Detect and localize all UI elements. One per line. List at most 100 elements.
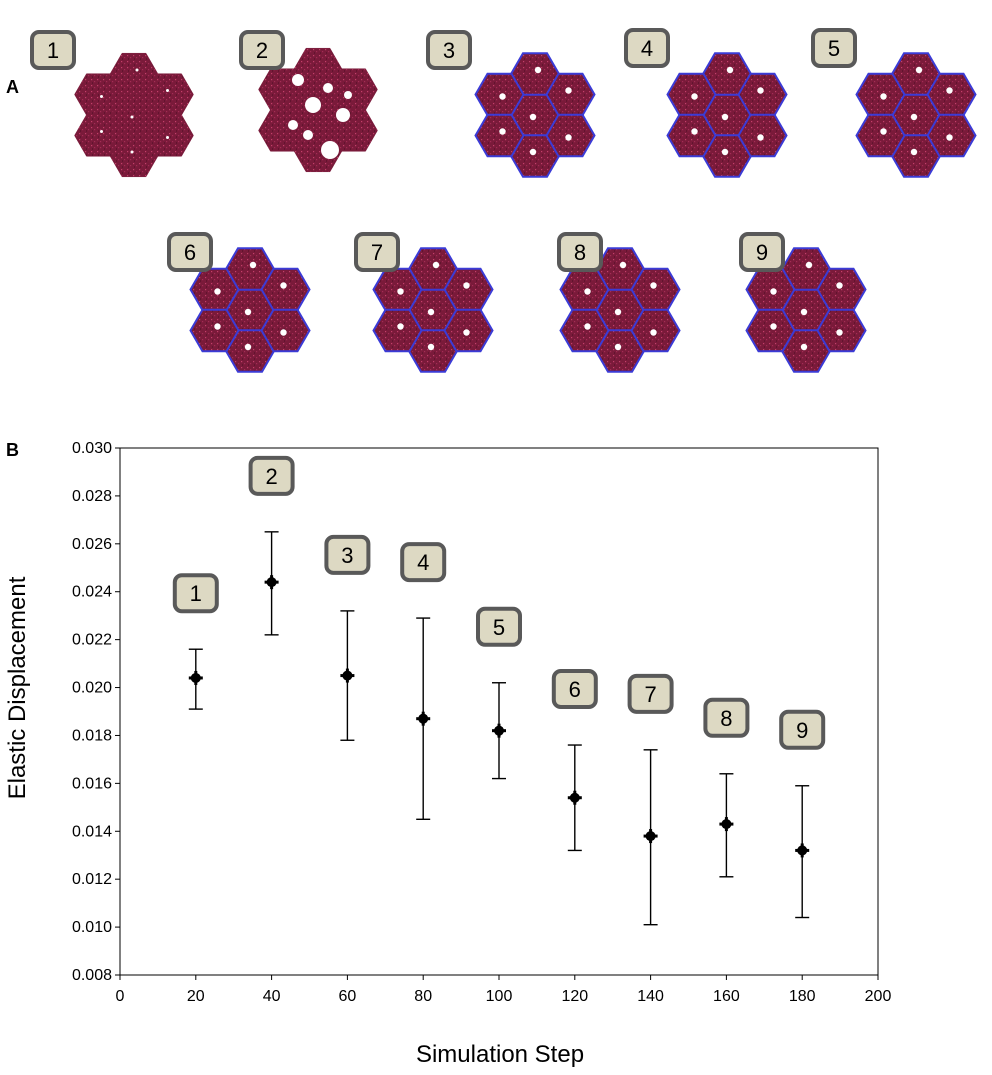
void-spot <box>584 323 591 330</box>
x-tick-label: 40 <box>263 988 281 1005</box>
badge-label: 4 <box>641 36 653 61</box>
x-tick-label: 160 <box>713 988 740 1005</box>
x-tick-label: 180 <box>789 988 816 1005</box>
badge-frame <box>426 30 472 70</box>
void-spot <box>836 329 843 336</box>
void-spot <box>650 282 657 289</box>
void-spot <box>650 329 657 336</box>
void-spot <box>130 115 134 119</box>
badge-label: 6 <box>569 677 581 702</box>
point-label-badges: 1 2 3 4 5 6 7 8 9 <box>172 455 826 750</box>
badge-frame <box>779 709 826 750</box>
grain-hexagon <box>189 308 240 353</box>
badge-frame <box>551 669 598 710</box>
void-spot <box>305 97 321 113</box>
panel-a: A 1 2 3 4 5 6 7 8 9 <box>6 28 977 373</box>
void-spot <box>303 130 313 140</box>
y-tick-label: 0.018 <box>72 727 112 744</box>
y-tick-label: 0.014 <box>72 823 112 840</box>
point-marker-cross-h <box>795 848 810 852</box>
void-spot <box>805 261 813 269</box>
point-badge-3: 3 <box>324 534 371 575</box>
badge-frame <box>811 28 857 68</box>
void-spot <box>244 343 252 351</box>
point-badge-1: 1 <box>172 573 219 614</box>
chart: 0 20 40 60 80 100 120 140 160 180 200 0.0080.0100.… <box>4 440 891 1068</box>
void-spot <box>910 148 918 156</box>
snapshot-badge-1: 1 <box>30 30 76 70</box>
badge-frame <box>248 455 295 496</box>
snapshot-badge-4: 4 <box>624 28 670 68</box>
panel-b-letter: B <box>6 440 19 460</box>
void-spot <box>565 87 572 94</box>
void-spot <box>499 93 506 100</box>
void-spot <box>691 93 698 100</box>
snapshot-6: 6 <box>167 232 311 373</box>
point-marker-cross-h <box>340 674 355 678</box>
y-axis-title: Elastic Displacement <box>4 576 31 799</box>
badge-label: 8 <box>574 240 586 265</box>
x-tick-labels: 0 20 40 60 80 100 120 140 160 180 200 <box>116 988 892 1005</box>
data-point-3 <box>340 668 355 683</box>
void-spot <box>946 134 953 141</box>
void-spot <box>166 136 169 139</box>
data-point-5 <box>492 723 506 738</box>
snapshot-8: 8 <box>557 232 681 373</box>
void-spot <box>619 261 627 269</box>
badge-label: 9 <box>796 718 808 743</box>
grain-hexagon <box>145 114 194 157</box>
snapshot-9: 9 <box>739 232 867 373</box>
x-tick-label: 200 <box>865 988 892 1005</box>
data-point-8 <box>719 817 734 832</box>
grain-hexagon <box>559 308 610 353</box>
badge-frame <box>167 232 213 272</box>
badge-label: 7 <box>644 682 656 707</box>
snapshot-4: 4 <box>624 28 788 178</box>
point-badge-8: 8 <box>703 697 750 738</box>
void-spot <box>529 148 537 156</box>
snapshot-badge-6: 6 <box>167 232 213 272</box>
point-badge-6: 6 <box>551 669 598 710</box>
grain-hexagon <box>855 113 906 158</box>
point-badge-4: 4 <box>400 542 447 583</box>
snapshot-5: 5 <box>811 28 977 178</box>
grain-hexagon <box>372 308 423 353</box>
y-tick-label: 0.026 <box>72 536 112 553</box>
badge-label: 6 <box>184 240 196 265</box>
void-spot <box>770 288 777 295</box>
void-spot <box>534 66 542 74</box>
badge-label: 5 <box>493 615 505 640</box>
snapshot-badge-2: 2 <box>239 30 285 70</box>
void-spot <box>135 68 139 72</box>
void-spot <box>100 95 103 98</box>
badge-frame <box>172 573 219 614</box>
void-spot <box>529 113 537 121</box>
void-spot <box>721 148 729 156</box>
void-spot <box>100 130 103 133</box>
void-spot <box>323 83 333 93</box>
snapshot-badge-9: 9 <box>739 232 785 272</box>
snapshot-1: 1 <box>30 30 194 178</box>
void-spot <box>499 128 506 135</box>
badge-frame <box>557 232 603 272</box>
point-marker-cross-h <box>492 729 506 733</box>
snapshot-badge-8: 8 <box>557 232 603 272</box>
badge-label: 3 <box>443 38 455 63</box>
snapshot-badge-3: 3 <box>426 30 472 70</box>
point-marker-cross-h <box>719 822 734 826</box>
snapshot-badge-5: 5 <box>811 28 857 68</box>
void-spot <box>614 308 622 316</box>
void-spot <box>249 261 257 269</box>
point-marker-cross-h <box>643 834 658 838</box>
point-marker-cross-h <box>567 796 582 800</box>
badge-label: 4 <box>417 550 429 575</box>
y-tick-label: 0.030 <box>72 440 112 457</box>
void-spot <box>321 141 339 159</box>
badge-frame <box>476 606 522 647</box>
point-badge-2: 2 <box>248 455 295 496</box>
x-axis-title: Simulation Step <box>416 1041 584 1068</box>
badge-label: 5 <box>828 36 840 61</box>
badge-frame <box>354 232 400 272</box>
y-tick-labels: 0.008 0.010 0.012 0.014 0.016 0.018 0.020 0.022… <box>72 440 112 984</box>
void-spot <box>288 120 298 130</box>
